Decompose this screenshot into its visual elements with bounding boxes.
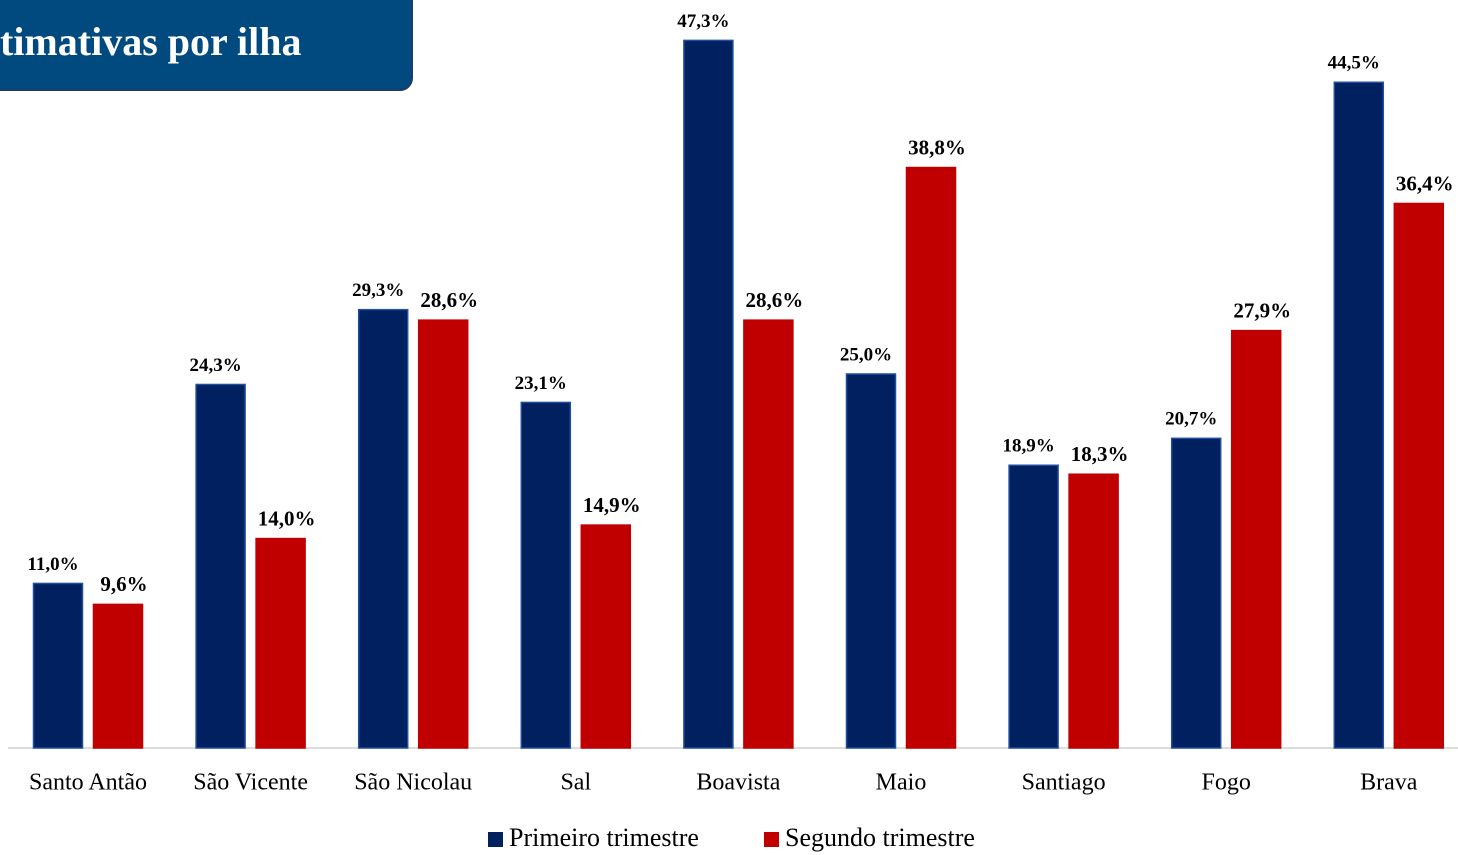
bar (1333, 81, 1385, 749)
x-tick-label: Santiago (1022, 770, 1106, 796)
bar (417, 319, 469, 749)
data-label: 23,1% (515, 373, 567, 394)
data-label: 27,9% (1233, 298, 1291, 322)
x-tick-label: Fogo (1202, 770, 1251, 796)
bar (1170, 437, 1222, 749)
data-label: 24,3% (189, 355, 241, 376)
x-tick-label: Santo Antão (29, 770, 147, 796)
data-label: 25,0% (840, 344, 892, 365)
x-tick-label: Sal (560, 770, 591, 796)
bar (92, 603, 144, 749)
bar (1068, 473, 1119, 749)
data-label: 18,3% (1071, 442, 1129, 466)
title-box (0, 0, 413, 91)
legend-label: Segundo trimestre (785, 823, 975, 852)
bar (255, 537, 306, 749)
data-label: 44,5% (1328, 53, 1380, 74)
data-label: 28,6% (420, 288, 478, 312)
bar (520, 401, 572, 749)
bar (580, 524, 632, 749)
bar (1393, 202, 1445, 749)
x-tick-label: Maio (876, 770, 927, 796)
data-label: 38,8% (908, 135, 966, 159)
bar (1008, 464, 1059, 749)
bar (905, 166, 957, 749)
data-label: 18,9% (1002, 436, 1054, 457)
data-label: 47,3% (677, 11, 729, 32)
data-label: 36,4% (1396, 171, 1454, 195)
legend-swatch (764, 832, 779, 847)
bar (845, 373, 897, 749)
x-tick-label: São Vicente (193, 770, 308, 796)
bar (1230, 329, 1282, 749)
chart-title: timativas por ilha (0, 19, 302, 64)
data-label: 28,6% (746, 288, 804, 312)
data-label: 11,0% (27, 554, 78, 575)
bar (357, 308, 409, 749)
legend-label: Primeiro trimestre (509, 823, 699, 852)
legend-swatch (488, 832, 503, 847)
bar (195, 383, 246, 749)
data-label: 14,0% (258, 506, 316, 530)
bar (32, 582, 84, 749)
x-tick-label: Brava (1360, 770, 1418, 796)
data-label: 20,7% (1165, 409, 1217, 430)
bar (683, 39, 734, 749)
x-tick-label: Boavista (696, 770, 780, 796)
data-label: 14,9% (583, 493, 641, 517)
x-tick-label: São Nicolau (354, 770, 472, 796)
data-label: 29,3% (352, 280, 404, 301)
data-label: 9,6% (100, 572, 147, 596)
bar (743, 319, 794, 749)
